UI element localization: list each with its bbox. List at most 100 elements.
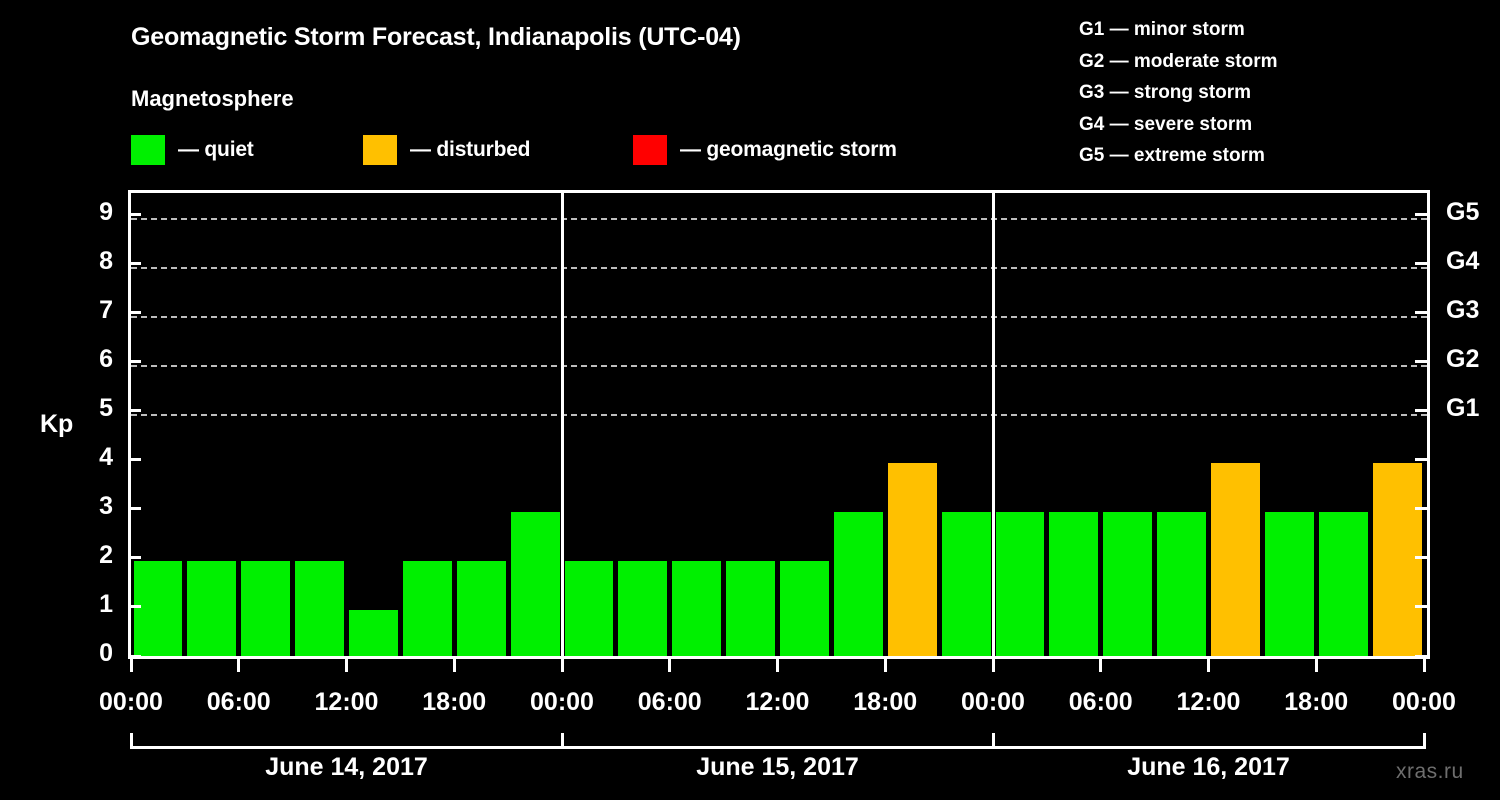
gridline-kp-5 <box>131 413 1427 416</box>
y-tick-4 <box>128 458 141 462</box>
y-tick-label-7: 7 <box>99 295 113 324</box>
x-tick <box>1207 659 1210 672</box>
g-axis-label-g4: G4 <box>1446 246 1480 275</box>
legend-label: — disturbed <box>410 138 531 161</box>
x-tick <box>237 659 241 672</box>
g-tick-3 <box>1415 507 1428 511</box>
legend-entry-disturbed: — disturbed <box>363 133 531 167</box>
bar-kp <box>887 462 937 659</box>
bar-kp <box>402 560 452 659</box>
x-tick-label: 00:00 <box>961 688 1025 716</box>
date-bracket <box>129 733 564 749</box>
date-bracket <box>560 733 995 749</box>
magnetosphere-section-label: Magnetosphere <box>131 86 294 111</box>
x-tick-label: 18:00 <box>853 688 918 716</box>
plot-inner <box>131 193 1427 659</box>
g-legend-row-g2: G2 — moderate storm <box>1079 50 1278 72</box>
plot-area <box>128 190 1430 659</box>
y-tick-9 <box>128 213 141 217</box>
y-tick-5 <box>128 409 141 413</box>
day-separator <box>991 193 995 659</box>
y-tick-1 <box>128 605 141 609</box>
g-tick-9 <box>1415 213 1428 217</box>
x-tick-label: 12:00 <box>1176 688 1241 716</box>
bar-kp <box>672 560 722 659</box>
x-tick-label: 06:00 <box>206 688 271 716</box>
bar-kp <box>726 560 775 659</box>
x-tick-label: 00:00 <box>99 688 163 716</box>
y-tick-label-1: 1 <box>99 589 113 618</box>
g-tick-6 <box>1415 360 1428 364</box>
x-tick-label: 12:00 <box>314 688 379 716</box>
x-axis-line <box>128 656 1430 659</box>
x-tick <box>560 659 564 672</box>
g-legend-row-g5: G5 — extreme storm <box>1079 145 1265 166</box>
x-tick-label: 00:00 <box>1392 688 1456 716</box>
date-label: June 15, 2017 <box>696 753 859 781</box>
y-tick-2 <box>128 556 141 560</box>
g-tick-7 <box>1415 311 1428 315</box>
y-tick-label-4: 4 <box>99 442 113 471</box>
bar-kp <box>456 560 506 659</box>
y-axis-title: Kp <box>40 410 74 438</box>
x-tick <box>776 659 779 672</box>
gridline-kp-7 <box>131 315 1427 318</box>
x-tick <box>991 659 995 672</box>
x-tick <box>345 659 348 672</box>
x-tick <box>129 659 133 672</box>
y-tick-label-2: 2 <box>99 540 113 569</box>
y-tick-3 <box>128 507 141 511</box>
g-axis-label-g2: G2 <box>1446 344 1480 373</box>
g-legend-row-g4: G4 — severe storm <box>1079 113 1253 135</box>
gridline-kp-9 <box>131 217 1427 220</box>
g-tick-2 <box>1415 556 1428 560</box>
x-tick <box>452 659 456 672</box>
y-tick-7 <box>128 311 141 315</box>
x-tick-label: 18:00 <box>422 688 487 716</box>
g-tick-1 <box>1415 605 1428 609</box>
bar-kp <box>510 511 560 659</box>
bar-kp <box>1264 511 1314 659</box>
y-tick-6 <box>128 360 141 364</box>
bar-kp <box>133 560 183 659</box>
g-tick-8 <box>1415 262 1428 266</box>
day-separator <box>560 193 564 659</box>
legend-label: — geomagnetic storm <box>680 138 897 161</box>
y-tick-0 <box>128 654 141 658</box>
bar-kp <box>1372 462 1422 659</box>
x-tick-label: 12:00 <box>745 688 810 716</box>
date-label: June 14, 2017 <box>265 753 428 781</box>
bar-kp <box>618 560 668 659</box>
x-tick-label: 06:00 <box>637 688 702 716</box>
bar-kp <box>187 560 237 659</box>
g-axis-label-g5: G5 <box>1446 197 1480 226</box>
y-tick-label-8: 8 <box>99 246 113 275</box>
quiet-swatch <box>131 135 165 165</box>
x-tick-label: 06:00 <box>1068 688 1133 716</box>
bar-kp <box>349 609 398 659</box>
bar-kp <box>1103 511 1153 659</box>
storm-swatch <box>633 135 667 165</box>
bar-kp <box>241 560 291 659</box>
g-tick-4 <box>1415 458 1428 462</box>
g-scale-legend: G1 — minor storm G2 — moderate storm G3 — … <box>1079 14 1278 172</box>
disturbed-swatch <box>363 135 397 165</box>
x-tick <box>668 659 672 672</box>
bar-kp <box>941 511 991 659</box>
x-tick <box>1099 659 1103 672</box>
legend-entry-quiet: — quiet <box>131 133 254 167</box>
x-tick <box>1314 659 1318 672</box>
x-tick-label: 18:00 <box>1284 688 1349 716</box>
y-tick-label-6: 6 <box>99 344 113 373</box>
page-title: Geomagnetic Storm Forecast, Indianapolis… <box>131 23 741 51</box>
watermark: xras.ru <box>1396 760 1464 783</box>
bar-kp <box>780 560 829 659</box>
bar-kp <box>1157 511 1206 659</box>
x-tick-label: 00:00 <box>530 688 594 716</box>
y-tick-label-5: 5 <box>99 393 113 422</box>
y-tick-label-3: 3 <box>99 491 113 520</box>
bar-kp <box>1211 462 1260 659</box>
x-tick <box>1422 659 1426 672</box>
legend-entry-storm: — geomagnetic storm <box>633 133 897 167</box>
g-tick-0 <box>1415 654 1428 658</box>
